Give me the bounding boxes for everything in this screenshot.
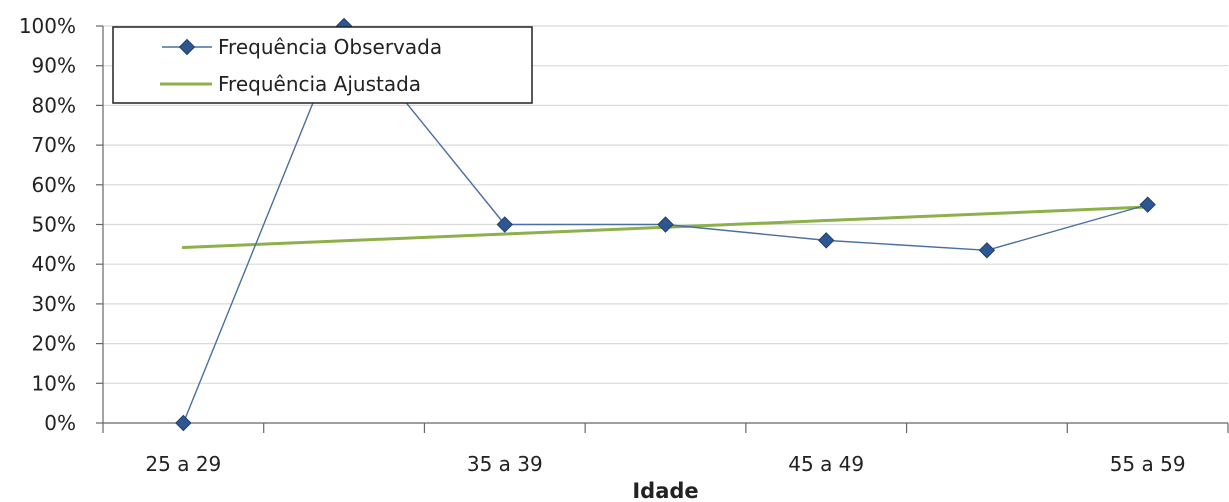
y-tick-label: 40% <box>32 252 76 276</box>
legend-adjusted-label: Frequência Ajustada <box>218 72 421 96</box>
y-tick-label: 0% <box>44 411 76 435</box>
data-point-observed <box>978 242 996 259</box>
legend: Frequência Observada Frequência Ajustada <box>112 26 533 104</box>
y-tick-label: 80% <box>32 93 76 117</box>
series <box>175 17 1156 432</box>
x-tick-label: 45 a 49 <box>788 452 864 476</box>
y-tick-label: 20% <box>32 332 76 356</box>
data-point-observed <box>818 232 835 249</box>
data-point-observed <box>175 414 192 432</box>
legend-box <box>112 26 533 104</box>
legend-item-observed: Frequência Observada <box>162 35 442 59</box>
data-point-observed <box>1139 196 1156 213</box>
y-tick-label: 30% <box>32 292 76 316</box>
y-tick-label: 90% <box>32 54 76 78</box>
labels: Idade 0% 10% 20% 30% 40% 50% 60% 70% 80% 90% 100% 2… <box>19 14 1186 502</box>
y-tick-label: 100% <box>19 14 76 38</box>
y-tick-label: 50% <box>32 213 76 237</box>
x-axis-title: Idade <box>632 479 698 502</box>
legend-item-adjusted: Frequência Ajustada <box>160 72 421 96</box>
axes <box>96 25 1229 433</box>
x-tick-label: 35 a 39 <box>467 452 543 476</box>
y-tick-label: 10% <box>32 371 76 395</box>
legend-observed-label: Frequência Observada <box>218 35 442 59</box>
x-tick-label: 25 a 29 <box>145 452 221 476</box>
y-tick-label: 60% <box>32 173 76 197</box>
data-point-observed <box>496 216 513 233</box>
legend-observed-diamond-marker <box>178 38 196 56</box>
x-tick-label: 55 a 59 <box>1110 452 1186 476</box>
data-point-observed <box>657 216 674 233</box>
y-tick-label: 70% <box>32 133 76 157</box>
